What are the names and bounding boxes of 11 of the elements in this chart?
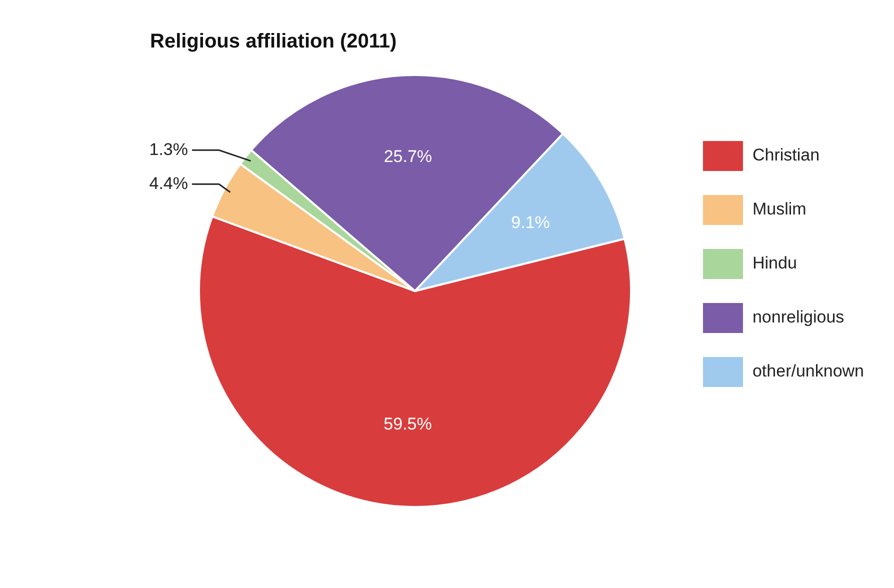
data-label: 4.4% xyxy=(149,174,188,193)
legend-label: Muslim xyxy=(752,200,806,219)
data-label: 25.7% xyxy=(384,146,432,166)
data-label: 9.1% xyxy=(511,212,550,232)
data-label: 1.3% xyxy=(149,140,188,159)
legend-label: other/unknown xyxy=(752,362,864,381)
legend-label: nonreligious xyxy=(752,308,844,327)
data-label: 59.5% xyxy=(384,414,432,434)
legend-label: Christian xyxy=(752,146,820,165)
legend-label: Hindu xyxy=(752,254,797,273)
chart-title: Religious affiliation (2011) xyxy=(150,30,397,53)
